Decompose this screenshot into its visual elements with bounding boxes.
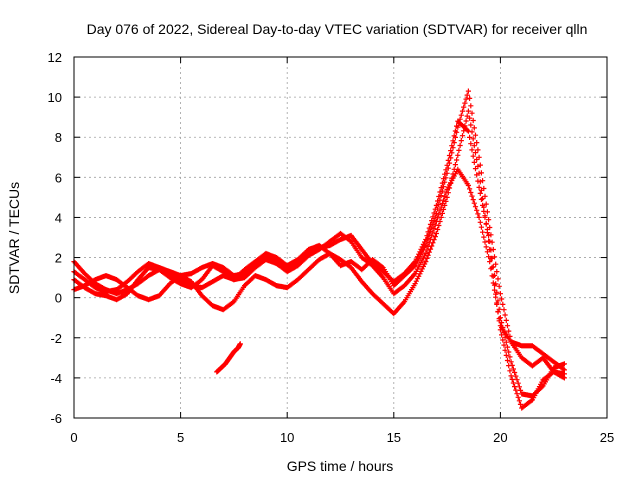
x-tick-label: 25	[600, 430, 614, 445]
x-axis-title: GPS time / hours	[287, 458, 394, 474]
y-tick-label: 6	[55, 170, 62, 185]
plot-frame	[73, 56, 608, 419]
y-tick-label: -2	[50, 331, 62, 346]
x-tick-label: 5	[177, 430, 184, 445]
y-tick-label: -6	[50, 411, 62, 426]
series-track-5	[214, 341, 243, 375]
y-tick-label: 2	[55, 251, 62, 266]
x-tick-label: 10	[280, 430, 294, 445]
x-tick-label: 20	[493, 430, 507, 445]
y-tick-label: 0	[55, 291, 62, 306]
y-axis-title: SDTVAR / TECUs	[6, 182, 22, 294]
chart-title: Day 076 of 2022, Sidereal Day-to-day VTE…	[87, 21, 588, 37]
y-tick-label: 12	[48, 50, 62, 65]
x-tick-label: 0	[70, 430, 77, 445]
data-point-markers	[214, 341, 243, 375]
series-track-1	[71, 88, 567, 381]
y-tick-label: 10	[48, 90, 62, 105]
y-tick-label: 4	[55, 210, 62, 225]
data-point-markers	[71, 88, 567, 381]
x-tick-label: 15	[387, 430, 401, 445]
y-tick-label: -4	[50, 371, 62, 386]
y-tick-label: 8	[55, 130, 62, 145]
data-points	[71, 88, 567, 411]
